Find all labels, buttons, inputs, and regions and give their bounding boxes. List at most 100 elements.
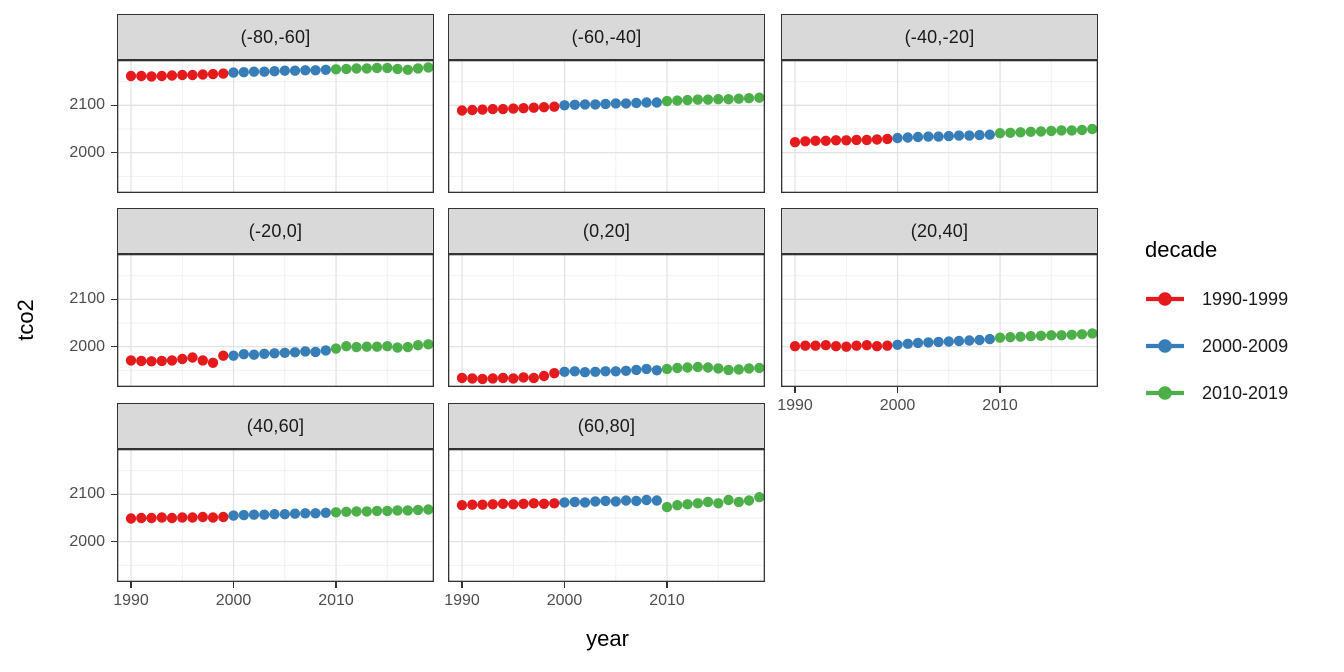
- data-point: [289, 347, 301, 358]
- data-point: [933, 336, 944, 348]
- data-point: [238, 349, 249, 360]
- data-point: [402, 341, 413, 353]
- data-point: [382, 62, 393, 74]
- data-point: [218, 511, 229, 523]
- data-point: [197, 511, 208, 523]
- data-point: [361, 341, 372, 352]
- facet-strip: (-80,-60]: [117, 14, 434, 60]
- data-point: [800, 136, 811, 147]
- data-point: [723, 494, 734, 506]
- data-point: [1076, 329, 1088, 340]
- data-point: [754, 492, 765, 503]
- data-point: [892, 132, 903, 144]
- data-point: [538, 102, 550, 113]
- data-point: [351, 506, 362, 517]
- data-point: [590, 99, 601, 110]
- facet-panel: [448, 254, 765, 387]
- facet-strip-label: (-20,0]: [248, 220, 303, 241]
- data-point: [477, 499, 488, 510]
- data-point: [136, 70, 147, 82]
- x-axis-tick: [232, 582, 235, 588]
- data-point: [1076, 124, 1088, 136]
- facet-strip: (0,20]: [448, 208, 765, 254]
- x-tick-label: 1990: [444, 592, 480, 609]
- data-point: [702, 94, 714, 105]
- data-point: [259, 509, 270, 520]
- data-point: [136, 512, 147, 524]
- legend-item: 2000-2009: [1145, 335, 1288, 357]
- facet-panel: [448, 60, 765, 193]
- data-point: [518, 372, 529, 383]
- data-point: [871, 341, 883, 352]
- data-point: [402, 64, 413, 75]
- x-tick-label: 2000: [546, 592, 583, 609]
- data-point: [146, 356, 157, 367]
- x-tick-label: 2000: [215, 592, 252, 609]
- facet-strip-label: (40,60]: [246, 415, 305, 436]
- data-point: [569, 366, 580, 377]
- data-point: [702, 362, 714, 373]
- data-point: [166, 512, 178, 524]
- data-point: [412, 63, 424, 74]
- x-axis-tick: [999, 387, 1001, 393]
- data-point: [467, 499, 478, 510]
- data-point: [238, 509, 249, 521]
- x-tick-label: 2000: [879, 397, 916, 414]
- data-point: [672, 362, 683, 374]
- data-point: [800, 340, 811, 351]
- data-point: [248, 349, 260, 360]
- data-point: [923, 337, 934, 348]
- data-point: [456, 105, 468, 116]
- data-point: [300, 508, 311, 519]
- data-point: [477, 104, 488, 115]
- legend-item-label: 2010-2019: [1202, 382, 1289, 403]
- data-point: [497, 498, 509, 509]
- data-point: [994, 128, 1006, 139]
- data-point: [218, 68, 229, 79]
- data-point: [1087, 328, 1098, 339]
- legend-item: 1990-1999: [1145, 288, 1288, 310]
- data-point: [1056, 125, 1067, 136]
- data-point: [177, 69, 188, 81]
- data-point: [146, 512, 157, 524]
- data-point: [620, 98, 632, 109]
- data-point: [341, 63, 352, 75]
- facet-panel: [117, 254, 434, 387]
- data-point: [136, 355, 147, 367]
- data-point: [228, 350, 239, 361]
- data-point: [830, 341, 842, 352]
- y-axis-tick: [111, 298, 117, 300]
- x-tick-label: 2010: [982, 397, 1018, 414]
- data-point: [743, 495, 755, 506]
- facet-panel: [117, 449, 434, 582]
- data-point: [508, 373, 519, 384]
- data-point: [851, 340, 862, 351]
- data-point: [289, 65, 301, 76]
- data-point: [943, 130, 954, 142]
- data-point: [641, 97, 652, 108]
- data-point: [197, 355, 208, 366]
- data-point: [549, 368, 560, 379]
- data-point: [392, 63, 403, 75]
- data-point: [692, 94, 703, 105]
- data-point: [610, 98, 621, 109]
- data-point: [620, 365, 632, 376]
- data-point: [1015, 331, 1026, 342]
- data-point: [600, 366, 611, 377]
- data-point: [1066, 329, 1077, 340]
- data-point: [569, 496, 580, 508]
- data-point: [1005, 127, 1016, 138]
- data-point: [943, 336, 954, 347]
- y-axis-title: tco2: [13, 299, 38, 341]
- data-point: [218, 350, 229, 361]
- data-point: [269, 348, 280, 359]
- data-point: [487, 373, 498, 384]
- facet-strip: (-40,-20]: [781, 14, 1098, 60]
- data-point: [723, 94, 734, 105]
- data-point: [371, 505, 383, 517]
- data-point: [412, 504, 424, 516]
- data-point: [682, 94, 693, 106]
- data-point: [279, 347, 290, 358]
- y-axis-tick: [111, 540, 117, 543]
